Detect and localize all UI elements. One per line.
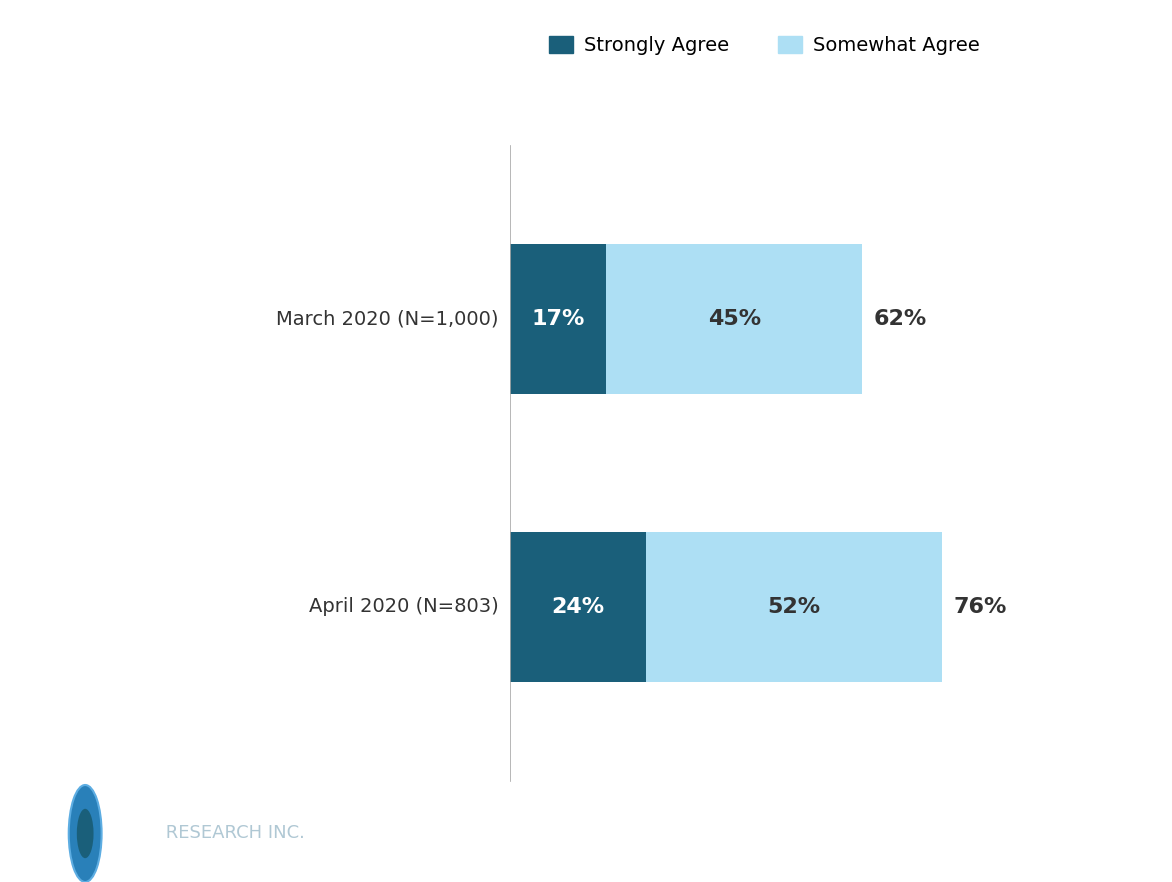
Text: April 2020 (N=803): April 2020 (N=803) <box>308 597 498 617</box>
Text: CONFIDENCE IN
PROVINCIAL
GOVERNMENT
ON COVID-19
IMPROVES SINCE
EARLY DAYS OF
CRI: CONFIDENCE IN PROVINCIAL GOVERNMENT ON C… <box>27 26 292 249</box>
Text: 52%: 52% <box>768 597 820 617</box>
Text: March 2020 (N=1,000): March 2020 (N=1,000) <box>275 310 498 329</box>
Legend: Strongly Agree, Somewhat Agree: Strongly Agree, Somewhat Agree <box>550 36 980 56</box>
Text: Base: All respondents (N=803): Base: All respondents (N=803) <box>27 743 241 757</box>
Text: RESEARCH INC.: RESEARCH INC. <box>159 825 305 842</box>
Text: Q1a. “The COVID-19 virus (also
known as coronavirus) emerged
earlier this year a: Q1a. “The COVID-19 virus (also known as … <box>27 406 267 567</box>
Text: 17%: 17% <box>531 310 585 329</box>
Text: 24%: 24% <box>552 597 605 617</box>
Bar <box>646 532 942 682</box>
Text: 62%: 62% <box>873 310 927 329</box>
Bar <box>606 244 863 394</box>
Circle shape <box>69 785 102 882</box>
Circle shape <box>77 809 94 858</box>
Bar <box>510 532 646 682</box>
Text: 76%: 76% <box>953 597 1007 617</box>
Bar <box>510 244 606 394</box>
Text: 45%: 45% <box>708 310 761 329</box>
Text: BE: BE <box>115 825 141 842</box>
Text: PR: PR <box>27 825 54 842</box>
